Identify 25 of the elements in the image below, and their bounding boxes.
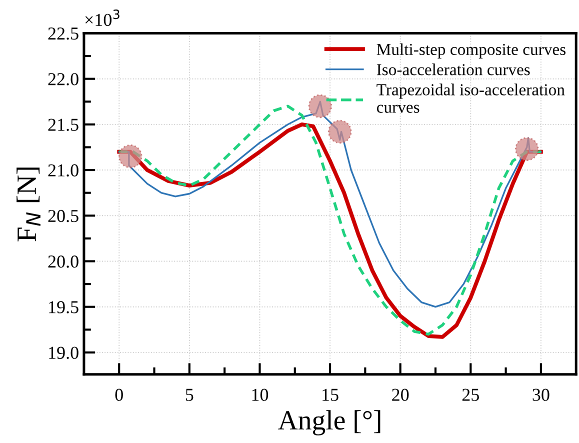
x-tick-label: 25 xyxy=(462,388,479,401)
x-tick-label: 10 xyxy=(252,388,268,401)
point xyxy=(515,137,539,161)
x-tick-label: 5 xyxy=(186,388,194,401)
legend-label: Trapezoidal iso-acceleration curves xyxy=(376,84,565,113)
y-tick-label: 19.5 xyxy=(49,301,78,314)
point xyxy=(308,94,332,118)
y-tick-label: 22.0 xyxy=(48,73,78,86)
x-tick-label: 20 xyxy=(392,388,409,401)
y-tick-label: 21.0 xyxy=(48,164,78,177)
y-axis-title: F$_{N}$ [N] xyxy=(16,168,40,242)
x-axis-title: Angle [°] xyxy=(278,410,380,436)
y-tick-label: 22.5 xyxy=(48,28,78,40)
x-tick-label: 15 xyxy=(322,388,338,401)
y-tick-label: 21.5 xyxy=(48,118,78,131)
legend-label: Multi-step composite curves xyxy=(376,43,566,58)
y-tick-label: 19.0 xyxy=(49,346,78,359)
y-tick-label: 20.5 xyxy=(48,210,78,222)
text: ×10$^{3}$ xyxy=(85,10,120,26)
legend-label: Iso-acceleration curves xyxy=(376,64,530,76)
point xyxy=(118,144,142,168)
x-tick-label: 0 xyxy=(115,388,123,401)
x-tick-label: 30 xyxy=(532,388,550,401)
point xyxy=(328,120,352,144)
y-tick-label: 20.0 xyxy=(48,255,78,268)
